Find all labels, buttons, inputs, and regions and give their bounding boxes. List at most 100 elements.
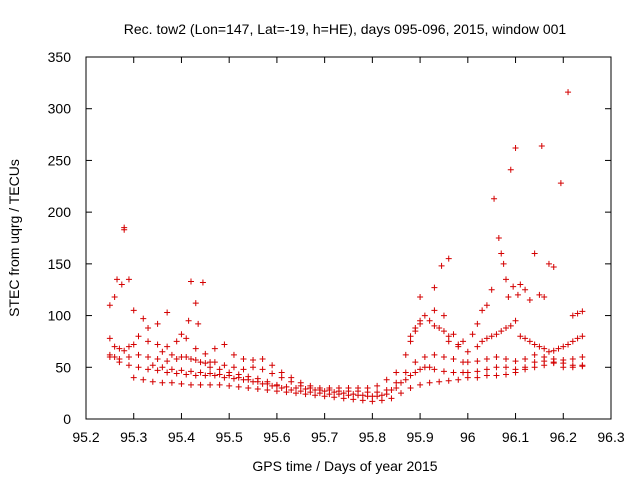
x-tick-label: 96.2 bbox=[550, 429, 577, 445]
y-tick-label: 300 bbox=[48, 101, 72, 117]
data-point bbox=[369, 398, 376, 405]
data-point bbox=[178, 367, 185, 374]
data-point bbox=[221, 341, 228, 348]
data-point bbox=[192, 300, 199, 307]
data-point bbox=[474, 368, 481, 375]
data-point bbox=[130, 341, 137, 348]
data-point bbox=[192, 357, 199, 364]
data-point bbox=[450, 331, 457, 338]
data-point bbox=[541, 345, 548, 352]
data-point bbox=[345, 392, 352, 399]
data-point bbox=[188, 368, 194, 375]
data-point bbox=[326, 391, 333, 398]
data-point bbox=[560, 343, 567, 350]
data-point bbox=[474, 343, 481, 350]
data-point bbox=[440, 328, 447, 335]
data-point bbox=[483, 335, 490, 342]
data-point bbox=[116, 345, 123, 352]
data-point bbox=[402, 369, 409, 376]
data-point bbox=[550, 263, 557, 270]
data-point bbox=[145, 338, 152, 345]
data-point bbox=[164, 369, 171, 376]
data-point bbox=[479, 307, 486, 314]
data-point bbox=[250, 364, 257, 371]
x-tick-label: 95.3 bbox=[120, 429, 147, 445]
data-point bbox=[149, 362, 156, 369]
data-point bbox=[159, 364, 166, 371]
y-axis-title: STEC from uqrg / TECUs bbox=[6, 159, 22, 317]
data-point bbox=[531, 351, 538, 358]
data-point bbox=[235, 383, 242, 390]
data-point bbox=[512, 317, 519, 324]
data-point bbox=[417, 293, 424, 300]
data-point bbox=[240, 356, 247, 363]
data-point bbox=[140, 376, 147, 383]
data-point bbox=[293, 384, 299, 391]
data-point bbox=[426, 379, 433, 386]
data-point bbox=[264, 378, 271, 385]
data-point bbox=[505, 293, 512, 300]
data-point bbox=[195, 320, 202, 327]
data-point bbox=[431, 322, 438, 329]
data-point bbox=[240, 366, 247, 373]
data-point bbox=[541, 362, 548, 369]
data-point bbox=[269, 362, 276, 369]
data-point bbox=[388, 395, 395, 402]
data-point bbox=[331, 394, 338, 401]
data-point bbox=[145, 324, 152, 331]
data-point bbox=[111, 293, 118, 300]
data-point bbox=[536, 343, 543, 350]
data-point bbox=[531, 341, 538, 348]
data-point bbox=[503, 364, 509, 371]
data-point bbox=[488, 286, 495, 293]
data-point bbox=[197, 359, 204, 366]
data-point bbox=[574, 310, 581, 317]
data-point bbox=[479, 338, 486, 345]
data-point bbox=[164, 309, 171, 316]
data-point bbox=[426, 364, 433, 371]
data-point bbox=[445, 338, 452, 345]
data-point bbox=[569, 338, 576, 345]
data-point bbox=[557, 180, 564, 187]
data-point bbox=[445, 333, 452, 340]
data-point bbox=[417, 320, 424, 327]
data-point bbox=[503, 324, 509, 331]
y-tick-label: 350 bbox=[48, 49, 72, 65]
data-point bbox=[545, 348, 552, 355]
data-point bbox=[579, 333, 586, 340]
data-point bbox=[514, 291, 521, 298]
data-point bbox=[250, 357, 257, 364]
data-point bbox=[121, 224, 128, 231]
data-point bbox=[474, 358, 481, 365]
data-point bbox=[393, 369, 400, 376]
data-point bbox=[493, 372, 500, 379]
data-point bbox=[254, 386, 261, 393]
data-point bbox=[565, 341, 572, 348]
data-point bbox=[421, 312, 428, 319]
data-point bbox=[245, 384, 252, 391]
data-point bbox=[259, 356, 266, 363]
data-point bbox=[199, 279, 206, 286]
data-point bbox=[522, 366, 529, 373]
data-point bbox=[512, 358, 519, 365]
data-point bbox=[125, 362, 132, 369]
x-tick-label: 95.5 bbox=[216, 429, 243, 445]
data-point bbox=[569, 356, 576, 363]
data-point bbox=[331, 389, 338, 396]
data-point bbox=[159, 379, 166, 386]
data-point bbox=[445, 377, 452, 384]
data-point bbox=[114, 276, 121, 283]
data-point bbox=[383, 376, 390, 383]
data-point bbox=[278, 384, 285, 391]
data-point bbox=[512, 369, 519, 376]
data-point bbox=[579, 353, 586, 360]
data-point bbox=[226, 382, 233, 389]
data-point bbox=[474, 374, 481, 381]
data-point bbox=[460, 338, 467, 345]
data-point bbox=[278, 369, 285, 376]
y-tick-label: 200 bbox=[48, 204, 72, 220]
data-point bbox=[312, 392, 319, 399]
data-point bbox=[440, 312, 447, 319]
data-point bbox=[378, 392, 385, 399]
data-point bbox=[522, 335, 529, 342]
